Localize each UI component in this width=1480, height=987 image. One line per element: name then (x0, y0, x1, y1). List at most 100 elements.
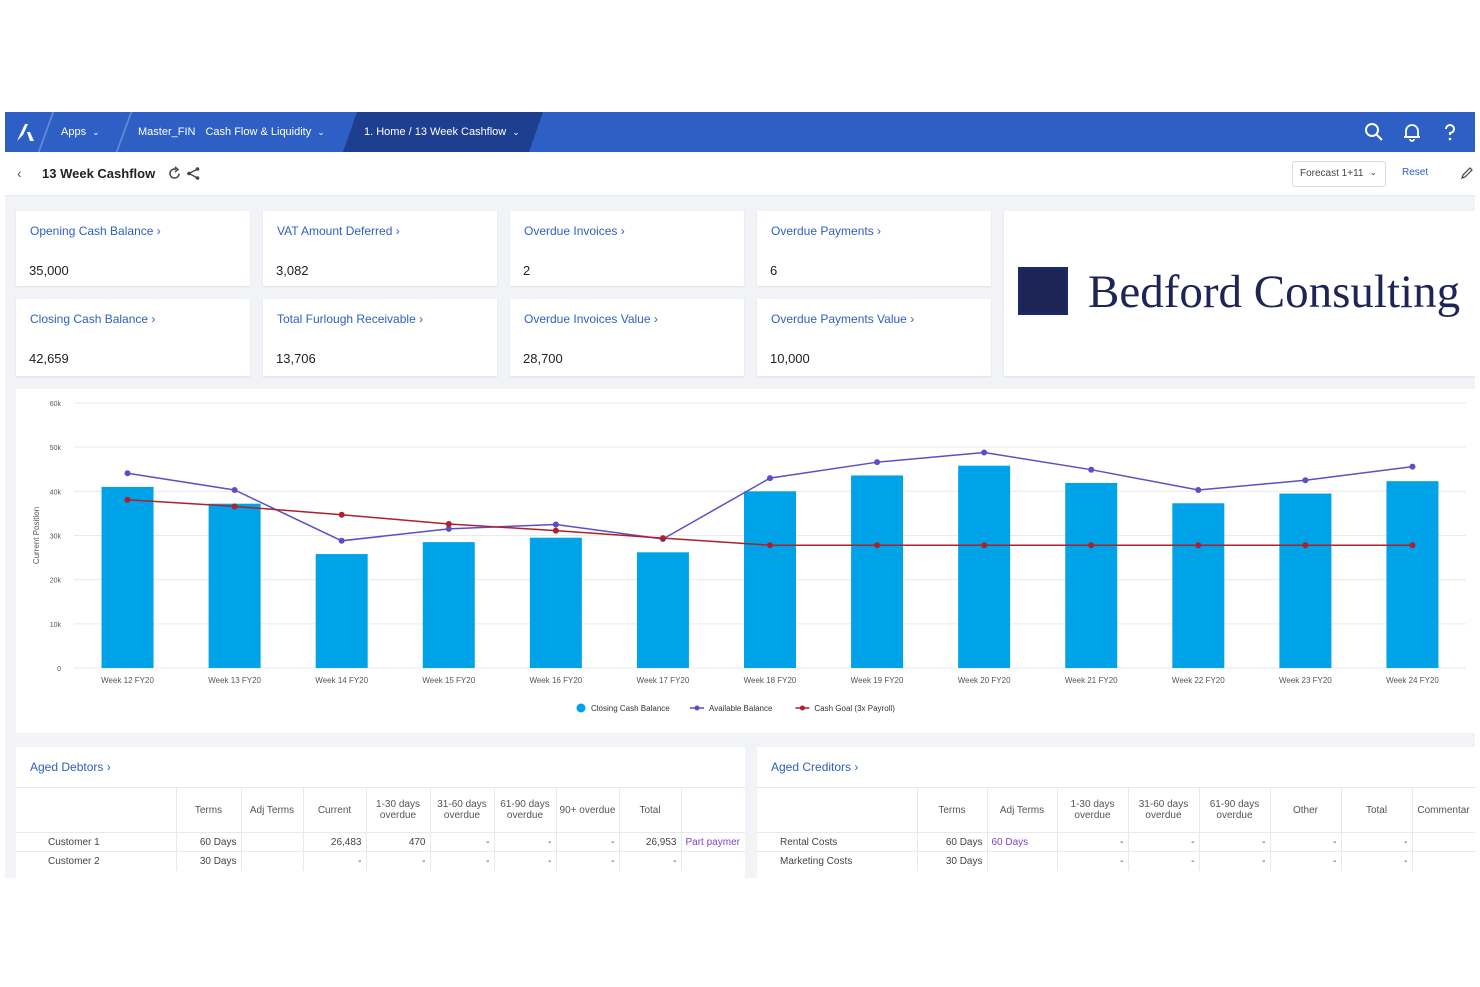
kpi-card-opening-cash-balance[interactable]: Opening Cash Balance › 35,000 (16, 211, 250, 286)
kpi-label[interactable]: Overdue Payments Value › (771, 312, 915, 326)
model-menu[interactable]: Master_FIN Cash Flow & Liquidity ⌄ (138, 112, 325, 152)
data-point (659, 535, 666, 542)
kpi-label[interactable]: Overdue Payments › (771, 224, 882, 238)
aged-debtors-title[interactable]: Aged Debtors › (30, 760, 111, 774)
refresh-icon[interactable] (167, 166, 182, 181)
column-header[interactable]: Adj Terms (241, 787, 304, 833)
table-cell[interactable]: - (1199, 832, 1271, 852)
table-cell[interactable]: 30 Days (176, 851, 242, 871)
table-cell[interactable]: - (1341, 851, 1413, 871)
aged-creditors-table: Terms Adj Terms 1-30 days overdue 31-60 day… (757, 787, 1475, 871)
reset-button[interactable]: Reset (1402, 167, 1429, 178)
table-cell[interactable]: - (1057, 832, 1129, 852)
data-point (1088, 542, 1095, 549)
kpi-card-total-furlough-receivable[interactable]: Total Furlough Receivable › 13,706 (263, 299, 497, 376)
kpi-card-closing-cash-balance[interactable]: Closing Cash Balance › 42,659 (16, 299, 250, 376)
table-cell[interactable]: - (494, 851, 557, 871)
kpi-label[interactable]: VAT Amount Deferred › (277, 224, 400, 238)
data-point (1302, 542, 1309, 549)
table-cell[interactable]: - (494, 832, 557, 852)
forecast-select[interactable]: Forecast 1+11 ⌄ (1292, 161, 1386, 187)
table-cell[interactable]: 30 Days (917, 851, 988, 871)
table-cell[interactable]: - (366, 851, 431, 871)
table-row[interactable]: Customer 1 60 Days 26,483 470- - -26,953 Part … (16, 832, 745, 852)
kpi-value: 28,700 (523, 351, 563, 366)
edit-pencil-icon[interactable] (1460, 166, 1474, 180)
table-cell[interactable]: 470 (366, 832, 431, 852)
table-cell[interactable]: - (556, 851, 620, 871)
table-cell[interactable]: - (1199, 851, 1271, 871)
column-header[interactable]: Other (1270, 787, 1342, 833)
column-header[interactable]: Adj Terms (987, 787, 1058, 833)
row-name-cell[interactable]: Customer 2 (16, 851, 177, 871)
table-cell[interactable]: - (1270, 851, 1342, 871)
kpi-card-overdue-payments-value[interactable]: Overdue Payments Value › 10,000 (757, 299, 991, 376)
column-header[interactable]: 31-60 days overdue (430, 787, 495, 833)
table-cell[interactable]: - (1270, 832, 1342, 852)
table-cell[interactable] (1412, 832, 1475, 852)
breadcrumb[interactable]: 1. Home / 13 Week Cashflow ⌄ (364, 112, 520, 152)
table-cell[interactable]: 60 Days (176, 832, 242, 852)
column-header[interactable]: Total (1341, 787, 1413, 833)
column-header[interactable] (757, 787, 918, 833)
table-cell[interactable] (241, 851, 304, 871)
row-name-cell[interactable]: Marketing Costs (757, 851, 918, 871)
row-name-cell[interactable]: Customer 1 (16, 832, 177, 852)
column-header[interactable]: Terms (176, 787, 242, 833)
kpi-card-vat-amount-deferred[interactable]: VAT Amount Deferred › 3,082 (263, 211, 497, 286)
table-cell[interactable]: 60 Days (987, 832, 1058, 852)
legend-marker-dot (694, 705, 700, 711)
table-cell[interactable]: - (1057, 851, 1129, 871)
column-header[interactable]: 61-90 days overdue (1199, 787, 1271, 833)
table-row[interactable]: Rental Costs 60 Days 60 Days - - - - - (757, 832, 1475, 852)
column-header[interactable]: Commentar (1412, 787, 1475, 833)
table-cell[interactable]: Part paymer (681, 832, 745, 852)
kpi-label[interactable]: Overdue Invoices Value › (524, 312, 658, 326)
row-name-cell[interactable]: Rental Costs (757, 832, 918, 852)
column-header[interactable]: 1-30 days overdue (366, 787, 431, 833)
kpi-label[interactable]: Total Furlough Receivable › (277, 312, 424, 326)
table-cell[interactable] (987, 851, 1058, 871)
table-cell[interactable]: - (1341, 832, 1413, 852)
table-cell[interactable]: - (430, 832, 495, 852)
share-icon[interactable] (186, 166, 201, 181)
kpi-label[interactable]: Opening Cash Balance › (30, 224, 161, 238)
kpi-card-overdue-invoices-value[interactable]: Overdue Invoices Value › 28,700 (510, 299, 744, 376)
table-cell[interactable]: - (556, 832, 620, 852)
y-tick-label: 30k (50, 534, 62, 541)
column-header[interactable] (681, 787, 745, 833)
column-header[interactable]: 61-90 days overdue (494, 787, 557, 833)
kpi-card-overdue-payments[interactable]: Overdue Payments › 6 (757, 211, 991, 286)
kpi-label[interactable]: Closing Cash Balance › (30, 312, 156, 326)
table-row[interactable]: Marketing Costs 30 Days - - - - - (757, 851, 1475, 871)
table-cell[interactable] (241, 832, 304, 852)
column-header[interactable] (16, 787, 177, 833)
column-header[interactable]: 1-30 days overdue (1057, 787, 1129, 833)
app-logo-icon[interactable] (15, 121, 37, 143)
aged-creditors-title[interactable]: Aged Creditors › (771, 760, 858, 774)
search-icon[interactable] (1364, 122, 1384, 142)
table-cell[interactable]: - (1128, 851, 1200, 871)
column-header[interactable]: Total (619, 787, 682, 833)
column-header[interactable]: 31-60 days overdue (1128, 787, 1200, 833)
column-header[interactable]: Terms (917, 787, 988, 833)
kpi-card-overdue-invoices[interactable]: Overdue Invoices › 2 (510, 211, 744, 286)
bell-icon[interactable] (1402, 122, 1422, 142)
table-cell[interactable] (681, 851, 745, 871)
table-cell[interactable] (1412, 851, 1475, 871)
kpi-value: 2 (523, 263, 531, 278)
table-cell[interactable]: 60 Days (917, 832, 988, 852)
kpi-label[interactable]: Overdue Invoices › (524, 224, 625, 238)
help-icon[interactable] (1440, 122, 1460, 142)
table-cell[interactable]: - (303, 851, 367, 871)
table-cell[interactable]: - (619, 851, 682, 871)
table-cell[interactable]: 26,953 (619, 832, 682, 852)
apps-menu[interactable]: Apps ⌄ (61, 112, 100, 152)
table-cell[interactable]: 26,483 (303, 832, 367, 852)
back-chevron-icon[interactable]: ‹ (17, 165, 22, 181)
column-header[interactable]: 90+ overdue (556, 787, 620, 833)
table-cell[interactable]: - (1128, 832, 1200, 852)
table-row[interactable]: Customer 2 30 Days - - - - - - (16, 851, 745, 871)
table-cell[interactable]: - (430, 851, 495, 871)
column-header[interactable]: Current (303, 787, 367, 833)
